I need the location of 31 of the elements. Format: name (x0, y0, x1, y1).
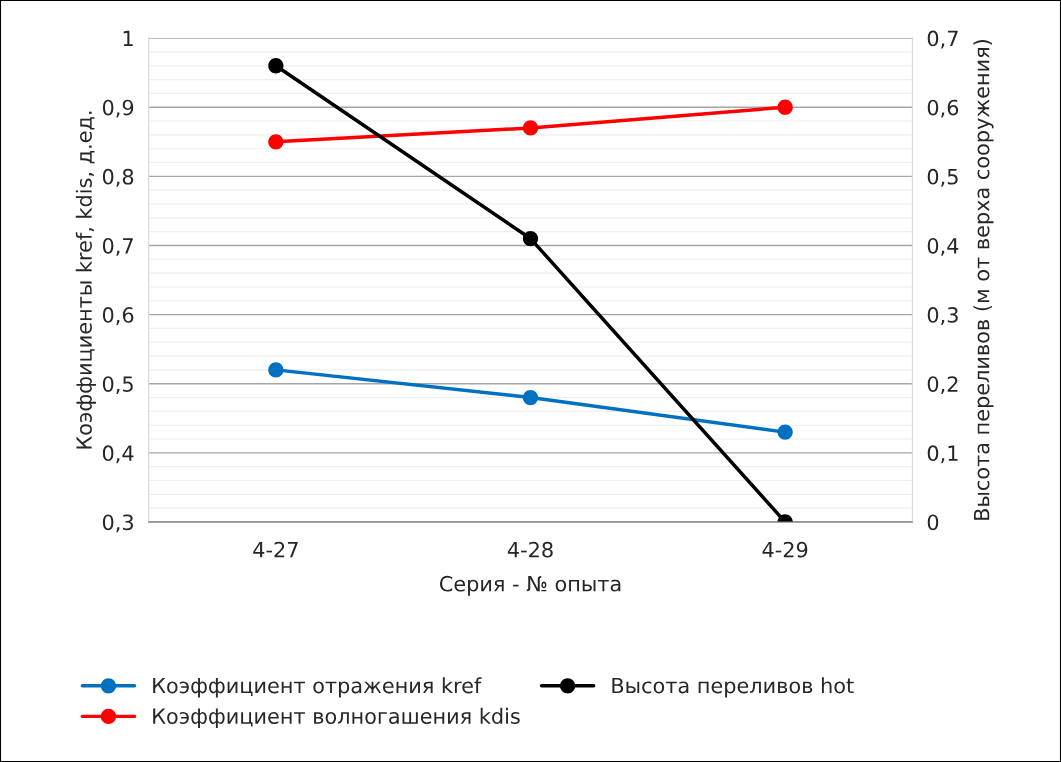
x-axis-title: Серия - № опыта (439, 575, 621, 596)
y-tick-label: 0,8 (102, 168, 134, 187)
y2-tick-label: 0,2 (927, 376, 958, 395)
y-tick-label: 0,7 (102, 237, 133, 256)
point (268, 362, 284, 378)
y-axis-title: Коэффициенты kref, kdis, д.ед. (75, 111, 96, 449)
y2-tick-label: 0,5 (927, 168, 958, 187)
y-tick-label: 0,6 (102, 307, 134, 325)
y-tick-label: 1 (123, 30, 133, 47)
x-tick-label: 4-28 (507, 541, 553, 558)
point (777, 99, 793, 115)
y-tick-label: 0,4 (102, 445, 134, 464)
legend-label: Коэффициент волногашения kdis (153, 707, 520, 729)
legend-label: Коэффициент отражения kref (153, 677, 482, 698)
y2-tick-label: 0,7 (927, 30, 958, 49)
point (777, 424, 793, 440)
x-tick-label: 4-27 (253, 541, 298, 558)
y2-axis-title: Высота переливов (м от верха сооружения) (973, 40, 994, 520)
y2-tick-label: 0,6 (927, 99, 959, 118)
point (268, 134, 284, 150)
y2-tick-label: 0,3 (927, 307, 958, 325)
x-tick-label: 4-29 (762, 541, 808, 558)
point (522, 120, 539, 136)
y2-tick-label: 0,4 (927, 237, 959, 256)
y-tick-label: 0,9 (102, 99, 134, 118)
y2-tick-label: 0,1 (927, 445, 958, 464)
y-tick-label: 0,5 (102, 376, 133, 395)
y2-tick-label: 0 (927, 514, 939, 531)
y-tick-label: 0,3 (102, 514, 133, 533)
legend-label: Высота переливов hot (612, 677, 854, 698)
point (522, 389, 539, 406)
